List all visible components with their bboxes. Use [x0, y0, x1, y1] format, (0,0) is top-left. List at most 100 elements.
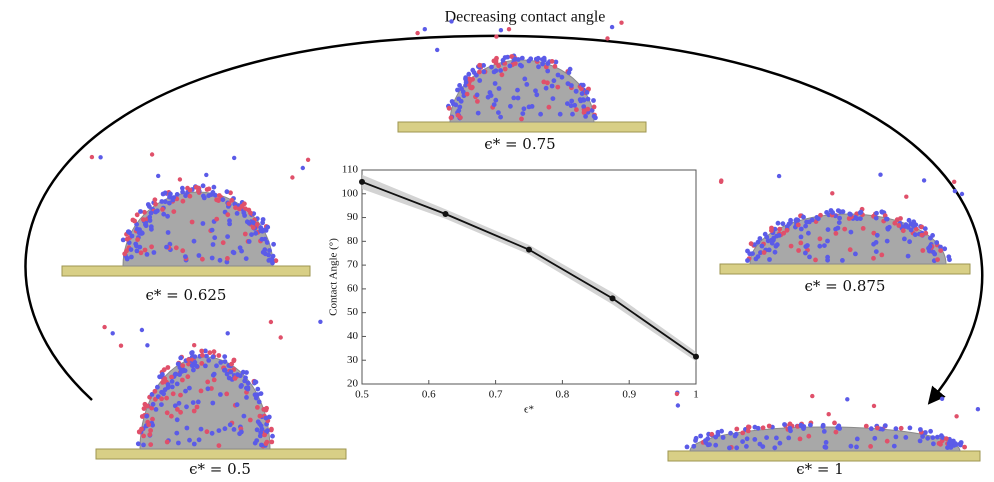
- molecule: [145, 343, 150, 348]
- molecule: [186, 357, 192, 362]
- molecule: [574, 107, 579, 113]
- molecule: [435, 47, 440, 53]
- molecule: [192, 343, 197, 348]
- molecule: [798, 234, 804, 240]
- molecule: [196, 253, 202, 258]
- molecule: [764, 435, 769, 440]
- molecule: [481, 63, 486, 68]
- molecule: [195, 399, 201, 405]
- molecule: [229, 361, 235, 367]
- molecule: [519, 55, 525, 61]
- molecule: [923, 230, 929, 236]
- molecule: [247, 417, 253, 423]
- molecule: [245, 385, 251, 390]
- molecule: [573, 88, 579, 94]
- molecule: [174, 417, 180, 423]
- molecule: [177, 177, 183, 182]
- molecule: [884, 216, 889, 222]
- molecule: [879, 252, 885, 258]
- molecule: [190, 400, 196, 405]
- molecule: [211, 371, 217, 377]
- molecule: [210, 242, 216, 247]
- molecule: [515, 95, 521, 101]
- molecule: [250, 220, 256, 225]
- molecule: [146, 422, 152, 428]
- molecule: [832, 420, 837, 426]
- molecule: [498, 28, 504, 33]
- molecule: [305, 157, 311, 162]
- molecule: [257, 433, 263, 439]
- molecule: [898, 216, 903, 221]
- y-tick-label: 100: [342, 187, 359, 199]
- substrate: [95, 448, 347, 460]
- molecule: [807, 219, 812, 225]
- molecule: [826, 412, 831, 417]
- molecule: [180, 185, 185, 191]
- molecule: [209, 227, 215, 233]
- molecule: [422, 27, 427, 32]
- molecule: [225, 212, 231, 218]
- molecule: [833, 231, 839, 236]
- molecule: [922, 226, 928, 232]
- molecule: [954, 414, 959, 419]
- molecule: [141, 442, 146, 448]
- molecule: [927, 248, 932, 254]
- molecule: [165, 230, 171, 235]
- molecule: [220, 240, 226, 246]
- molecule: [246, 220, 252, 226]
- molecule: [178, 355, 184, 361]
- molecule: [203, 363, 208, 369]
- molecule: [189, 350, 195, 356]
- molecule: [475, 110, 481, 116]
- molecule: [494, 34, 499, 39]
- molecule: [760, 425, 766, 431]
- molecule: [946, 254, 952, 260]
- molecule: [907, 425, 913, 431]
- molecule: [180, 377, 185, 383]
- molecule: [760, 444, 766, 449]
- molecule: [848, 212, 853, 217]
- molecule: [256, 399, 262, 405]
- molecule: [938, 248, 944, 254]
- molecule: [557, 111, 563, 117]
- molecule: [774, 242, 780, 248]
- molecule: [744, 444, 749, 449]
- molecule: [144, 252, 150, 257]
- molecule: [204, 172, 209, 178]
- molecule: [776, 173, 782, 179]
- x-tick-label: 0.5: [355, 389, 369, 401]
- molecule: [515, 87, 520, 93]
- molecule: [817, 236, 823, 242]
- molecule: [191, 367, 196, 373]
- molecule: [231, 250, 237, 256]
- molecule: [155, 384, 160, 390]
- molecule: [216, 443, 222, 448]
- molecule: [234, 211, 240, 216]
- molecule: [903, 435, 909, 440]
- molecule: [210, 190, 216, 195]
- molecule: [209, 386, 214, 391]
- molecule: [270, 260, 275, 266]
- molecule: [129, 254, 134, 260]
- molecule: [798, 423, 804, 429]
- molecule: [255, 386, 261, 392]
- molecule: [264, 405, 269, 411]
- molecule: [585, 96, 591, 102]
- molecule: [777, 226, 783, 232]
- molecule: [206, 358, 212, 363]
- molecule: [139, 231, 144, 236]
- molecule: [469, 84, 475, 90]
- molecule: [911, 219, 917, 225]
- molecule: [502, 66, 508, 72]
- molecule: [766, 247, 772, 253]
- molecule: [141, 217, 146, 223]
- molecule: [842, 226, 848, 232]
- molecule: [975, 407, 981, 412]
- y-tick-label: 40: [347, 330, 359, 342]
- molecule: [825, 227, 831, 233]
- molecule: [764, 234, 770, 240]
- molecule: [555, 72, 561, 78]
- molecule: [555, 84, 561, 90]
- molecule: [551, 78, 557, 84]
